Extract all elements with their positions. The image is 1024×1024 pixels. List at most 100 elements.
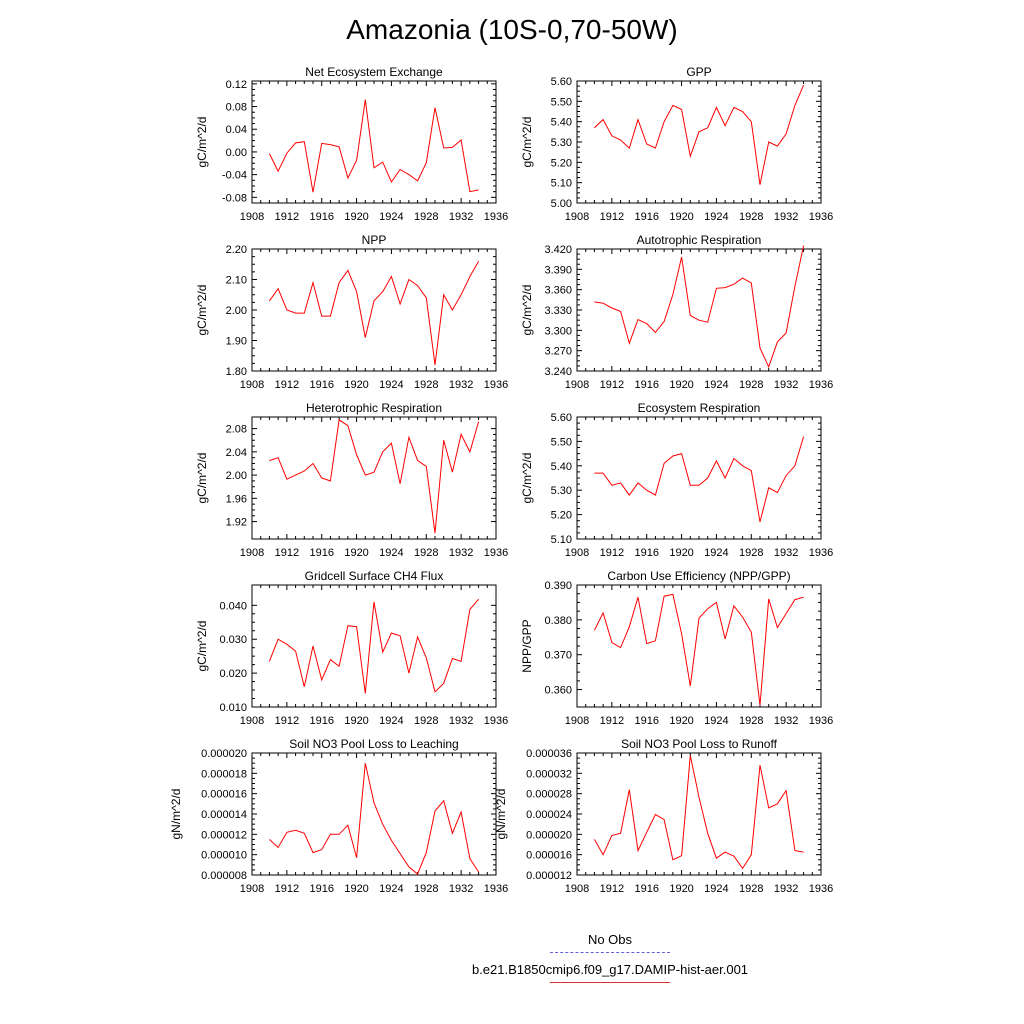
- legend-entry-no-obs: No Obs: [420, 930, 800, 960]
- series-line: [268, 598, 479, 694]
- x-tick-label: 1908: [240, 379, 264, 391]
- page-title: Amazonia (10S-0,70-50W): [346, 14, 678, 45]
- y-tick-label: 0.380: [544, 615, 572, 627]
- y-tick-label: 5.10: [551, 178, 572, 190]
- x-tick-label: 1932: [449, 883, 473, 895]
- y-tick-label: 0.000028: [526, 789, 572, 801]
- legend-line-dashed: [550, 952, 670, 953]
- chart-panel: Heterotrophic Respiration 1908 1912 1916 192…: [195, 401, 508, 559]
- x-tick-label: 1916: [634, 715, 658, 727]
- x-tick-label: 1920: [344, 379, 368, 391]
- x-tick-label: 1924: [704, 211, 728, 223]
- x-tick-label: 1916: [634, 379, 658, 391]
- x-tick-label: 1908: [240, 211, 264, 223]
- chart-title: GPP: [686, 65, 711, 79]
- x-tick-label: 1936: [484, 715, 508, 727]
- series-line: [593, 593, 804, 706]
- y-tick-label: 5.40: [551, 461, 572, 473]
- y-axis-label: gC/m^2/d: [520, 117, 534, 168]
- y-tick-label: 5.30: [551, 137, 572, 149]
- x-tick-label: 1920: [669, 547, 693, 559]
- x-tick-label: 1932: [774, 883, 798, 895]
- chart-panel: GPP 1908 1912 1916 1920 1924 1928 1932 1936 5.00 5…: [520, 65, 833, 223]
- x-tick-label: 1932: [449, 715, 473, 727]
- plot-frame: [251, 752, 497, 876]
- x-tick-label: 1932: [449, 379, 473, 391]
- x-tick-label: 1928: [739, 211, 763, 223]
- plot-frame: [251, 248, 497, 372]
- x-tick-label: 1912: [275, 883, 299, 895]
- y-tick-label: 0.08: [226, 102, 247, 114]
- x-tick-label: 1908: [240, 715, 264, 727]
- y-tick-label: 5.50: [551, 436, 572, 448]
- chart-title: Net Ecosystem Exchange: [305, 65, 443, 79]
- x-tick-label: 1936: [809, 379, 833, 391]
- y-tick-label: 0.12: [226, 79, 247, 91]
- x-tick-label: 1912: [275, 379, 299, 391]
- x-tick-label: 1916: [634, 211, 658, 223]
- x-tick-label: 1924: [379, 547, 403, 559]
- y-tick-label: 0.000010: [201, 850, 247, 862]
- x-tick-label: 1928: [414, 379, 438, 391]
- series-line: [594, 245, 805, 369]
- y-tick-label: 5.40: [551, 117, 572, 129]
- chart-title: Carbon Use Efficiency (NPP/GPP): [607, 569, 790, 583]
- x-tick-label: 1936: [809, 883, 833, 895]
- plot-frame: [576, 80, 822, 204]
- series-line: [268, 99, 479, 193]
- plot-frame: [576, 752, 822, 876]
- x-tick-label: 1912: [275, 547, 299, 559]
- y-axis-label: gC/m^2/d: [520, 453, 534, 504]
- y-tick-label: 1.90: [226, 336, 247, 348]
- x-tick-label: 1936: [809, 211, 833, 223]
- y-tick-label: 0.000020: [201, 748, 247, 760]
- plot-frame: [576, 584, 822, 708]
- y-tick-label: 2.08: [226, 424, 247, 436]
- legend-entry-run: b.e21.B1850cmip6.f09_g17.DAMIP-hist-aer.…: [420, 960, 800, 990]
- x-tick-label: 1924: [379, 379, 403, 391]
- chart-title: Gridcell Surface CH4 Flux: [305, 569, 444, 583]
- series-line: [268, 260, 480, 365]
- y-tick-label: 5.10: [551, 534, 572, 546]
- x-tick-label: 1920: [344, 715, 368, 727]
- y-tick-label: 5.60: [551, 412, 572, 424]
- y-tick-label: 5.50: [551, 96, 572, 108]
- x-tick-label: 1928: [414, 715, 438, 727]
- x-tick-label: 1908: [565, 547, 589, 559]
- y-axis-label: NPP/GPP: [520, 619, 534, 672]
- y-tick-label: 5.20: [551, 510, 572, 522]
- y-axis-label: gN/m^2/d: [169, 789, 183, 840]
- x-tick-label: 1932: [449, 211, 473, 223]
- x-tick-label: 1908: [240, 883, 264, 895]
- y-tick-label: 5.30: [551, 485, 572, 497]
- chart-title: Soil NO3 Pool Loss to Runoff: [621, 737, 778, 751]
- series-line: [594, 436, 805, 523]
- x-tick-label: 1936: [484, 211, 508, 223]
- y-axis-label: gC/m^2/d: [195, 285, 209, 336]
- x-tick-label: 1936: [809, 715, 833, 727]
- y-tick-label: 0.00: [226, 147, 247, 159]
- y-tick-label: 1.96: [226, 493, 247, 505]
- x-tick-label: 1928: [739, 379, 763, 391]
- x-tick-label: 1912: [600, 547, 624, 559]
- series-line: [269, 419, 480, 534]
- x-tick-label: 1924: [704, 883, 728, 895]
- x-tick-label: 1912: [600, 883, 624, 895]
- y-tick-label: 0.000024: [526, 809, 572, 821]
- series-line: [269, 763, 480, 875]
- x-tick-label: 1924: [379, 211, 403, 223]
- y-tick-label: 0.000032: [526, 768, 572, 780]
- x-tick-label: 1920: [669, 211, 693, 223]
- x-tick-label: 1928: [739, 547, 763, 559]
- y-tick-label: 0.000036: [526, 748, 572, 760]
- x-tick-label: 1908: [565, 715, 589, 727]
- y-tick-label: 0.000018: [201, 768, 247, 780]
- series-line: [594, 84, 805, 185]
- x-tick-label: 1908: [565, 379, 589, 391]
- x-tick-label: 1932: [774, 379, 798, 391]
- legend-label: No Obs: [587, 932, 633, 947]
- x-tick-label: 1928: [414, 547, 438, 559]
- y-tick-label: 3.420: [544, 244, 572, 256]
- y-tick-label: -0.08: [222, 192, 247, 204]
